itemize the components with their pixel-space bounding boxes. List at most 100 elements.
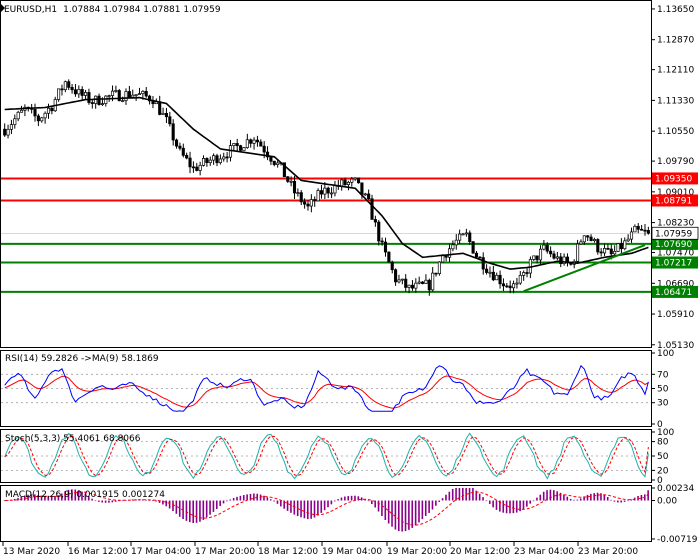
macd-bar bbox=[98, 500, 100, 502]
macd-bar bbox=[317, 500, 319, 516]
macd-bar bbox=[20, 496, 23, 501]
candle-body bbox=[171, 123, 175, 141]
macd-bar bbox=[54, 496, 56, 501]
macd-bar bbox=[404, 500, 407, 532]
time-label: 16 Mar 12:00 bbox=[68, 547, 128, 557]
rsi-line bbox=[4, 364, 649, 412]
macd-bar bbox=[283, 500, 285, 509]
candle-body bbox=[633, 225, 637, 233]
macd-bar bbox=[266, 497, 269, 501]
macd-bar bbox=[229, 499, 232, 501]
support-trendline[interactable] bbox=[523, 244, 646, 293]
macd-bar bbox=[579, 498, 582, 501]
macd-bar bbox=[212, 500, 215, 512]
time-label: 19 Mar 20:00 bbox=[387, 547, 447, 557]
candle-body bbox=[468, 232, 472, 242]
macd-bar bbox=[482, 497, 484, 501]
candle-body bbox=[36, 115, 40, 122]
candle-body bbox=[121, 100, 125, 102]
time-axis: 13 Mar 2020 16 Mar 12:00 17 Mar 04:00 17 Ma… bbox=[2, 542, 638, 557]
candle-body bbox=[228, 145, 233, 158]
macd-bar bbox=[269, 499, 272, 501]
candle-body bbox=[417, 281, 421, 284]
time-label: 20 Mar 12:00 bbox=[450, 547, 510, 557]
macd-bar bbox=[87, 495, 90, 501]
time-label: 23 Mar 04:00 bbox=[514, 547, 574, 557]
macd-bar bbox=[556, 491, 558, 501]
candle-body bbox=[13, 118, 17, 125]
macd-bar bbox=[590, 493, 592, 501]
candle-body bbox=[326, 187, 330, 194]
resistance-level-tag bbox=[652, 172, 698, 185]
macd-bar bbox=[424, 500, 427, 516]
macd-bar bbox=[374, 500, 376, 508]
macd-bar bbox=[239, 495, 242, 501]
macd-bar bbox=[74, 489, 77, 501]
macd-bar bbox=[175, 500, 178, 514]
macd-bar bbox=[515, 500, 518, 513]
candle-body bbox=[84, 92, 88, 96]
price-tick-label: 1.13650 bbox=[657, 5, 694, 15]
axis-label: 20 bbox=[657, 466, 669, 476]
macd-bar bbox=[195, 500, 198, 523]
candle-body bbox=[626, 238, 630, 242]
candle-body bbox=[269, 156, 273, 162]
support-level-tag bbox=[652, 285, 698, 298]
candle-body bbox=[222, 156, 226, 160]
macd-bar bbox=[303, 500, 306, 519]
macd-bar bbox=[47, 496, 50, 501]
macd-bar bbox=[3, 500, 6, 502]
candle-body bbox=[175, 139, 179, 147]
candle-body bbox=[555, 256, 559, 259]
macd-bar bbox=[586, 494, 589, 501]
macd-bar bbox=[81, 491, 83, 501]
macd-bar bbox=[468, 488, 471, 501]
candle-body bbox=[282, 162, 286, 178]
candle-body bbox=[9, 124, 13, 130]
candle-body bbox=[576, 243, 580, 262]
macd-bar bbox=[340, 497, 343, 501]
candle-body bbox=[380, 240, 384, 243]
candle-body bbox=[235, 143, 239, 147]
macd-bar bbox=[91, 498, 93, 501]
candle-body bbox=[350, 178, 354, 183]
macd-bar bbox=[522, 500, 525, 510]
macd-bar bbox=[566, 496, 569, 501]
macd-bar bbox=[17, 497, 19, 501]
macd-bar bbox=[357, 496, 360, 501]
macd-bar bbox=[232, 498, 235, 501]
candle-body bbox=[319, 190, 324, 195]
macd-bar bbox=[546, 490, 548, 501]
candle-body bbox=[356, 177, 361, 184]
candle-body bbox=[623, 240, 627, 250]
macd-bar bbox=[168, 500, 171, 509]
macd-bar bbox=[40, 495, 43, 501]
macd-bar bbox=[13, 498, 16, 501]
candle-body bbox=[252, 139, 256, 144]
macd-bar bbox=[401, 500, 403, 532]
macd-bar bbox=[350, 495, 353, 501]
macd-bar bbox=[492, 500, 494, 508]
macd-bar bbox=[448, 491, 451, 501]
candle-body bbox=[434, 272, 438, 275]
macd-bar bbox=[202, 500, 205, 520]
macd-bar bbox=[519, 500, 521, 512]
macd-bar bbox=[596, 492, 599, 501]
candle-body bbox=[363, 193, 367, 196]
candle-body bbox=[299, 192, 303, 203]
price-tick-label: 1.05130 bbox=[657, 341, 694, 351]
macd-bar bbox=[84, 493, 87, 501]
candle-body bbox=[137, 93, 142, 95]
candle-body bbox=[619, 243, 623, 250]
macd-bar bbox=[606, 496, 609, 501]
macd-bar bbox=[475, 490, 478, 501]
candle-body bbox=[491, 271, 495, 281]
macd-bar bbox=[162, 500, 164, 505]
candle-body bbox=[77, 89, 81, 95]
candle-body bbox=[471, 241, 475, 254]
macd-bar bbox=[499, 500, 501, 512]
macd-bar bbox=[640, 494, 643, 501]
price-pane[interactable] bbox=[0, 0, 652, 348]
macd-bar bbox=[178, 500, 181, 517]
